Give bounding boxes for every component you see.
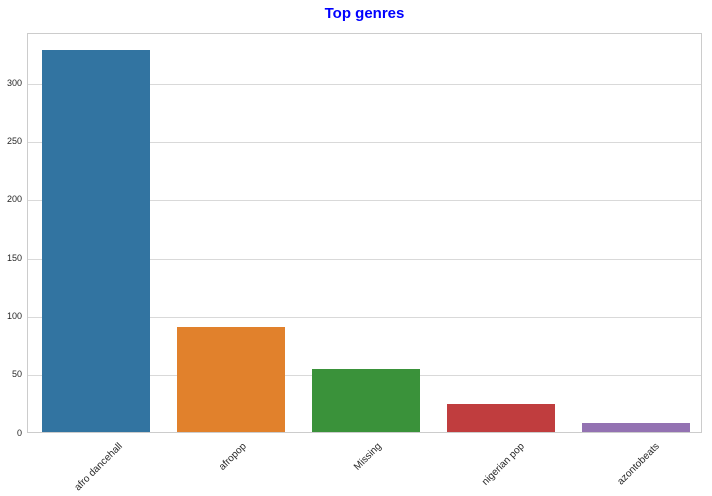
- gridline: [28, 83, 701, 85]
- y-tick-label: 250: [6, 135, 22, 146]
- x-tick-label: nigerian pop: [479, 441, 527, 488]
- x-tick-label: afropop: [217, 441, 250, 473]
- plot-area: [27, 33, 702, 433]
- gridline: [28, 316, 701, 318]
- gridline: [28, 258, 701, 260]
- gridline: [28, 141, 701, 143]
- bar-missing: [311, 369, 420, 432]
- chart-title: Top genres: [324, 5, 405, 22]
- y-tick-label: 200: [6, 194, 22, 205]
- y-tick-label: 0: [16, 427, 22, 438]
- gridline: [28, 200, 701, 202]
- bar-afro-dancehall: [41, 49, 150, 432]
- bar-nigerian-pop: [446, 404, 555, 432]
- x-tick-label: azontobeats: [615, 441, 662, 488]
- bar-afropop: [176, 327, 285, 432]
- y-tick-label: 150: [6, 252, 22, 263]
- x-tick-label: Missing: [352, 441, 385, 473]
- y-tick-label: 100: [6, 310, 22, 321]
- bar-azontobeats: [581, 422, 690, 432]
- y-tick-label: 50: [11, 369, 22, 380]
- x-tick-label: afro dancehall: [72, 441, 125, 494]
- y-tick-label: 300: [6, 77, 22, 88]
